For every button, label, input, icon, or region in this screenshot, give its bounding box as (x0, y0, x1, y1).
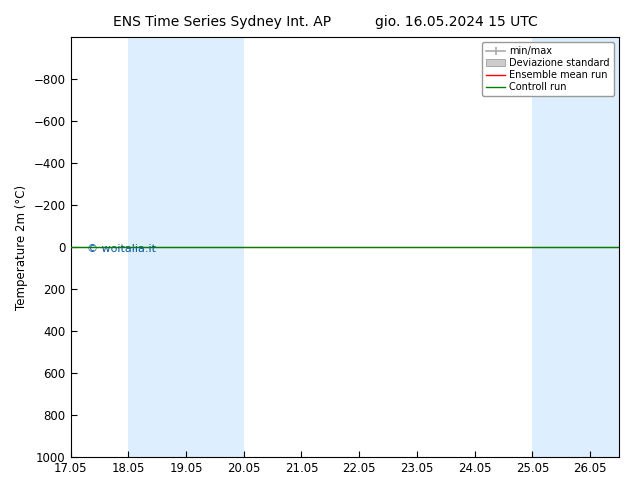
Y-axis label: Temperature 2m (°C): Temperature 2m (°C) (15, 185, 28, 310)
Text: ENS Time Series Sydney Int. AP: ENS Time Series Sydney Int. AP (113, 15, 331, 29)
Text: © woitalia.it: © woitalia.it (87, 244, 156, 254)
Bar (533, 37, 590, 457)
Bar (128, 37, 186, 457)
Legend: min/max, Deviazione standard, Ensemble mean run, Controll run: min/max, Deviazione standard, Ensemble m… (482, 42, 614, 96)
Bar (186, 37, 243, 457)
Bar (590, 37, 619, 457)
Text: gio. 16.05.2024 15 UTC: gio. 16.05.2024 15 UTC (375, 15, 538, 29)
